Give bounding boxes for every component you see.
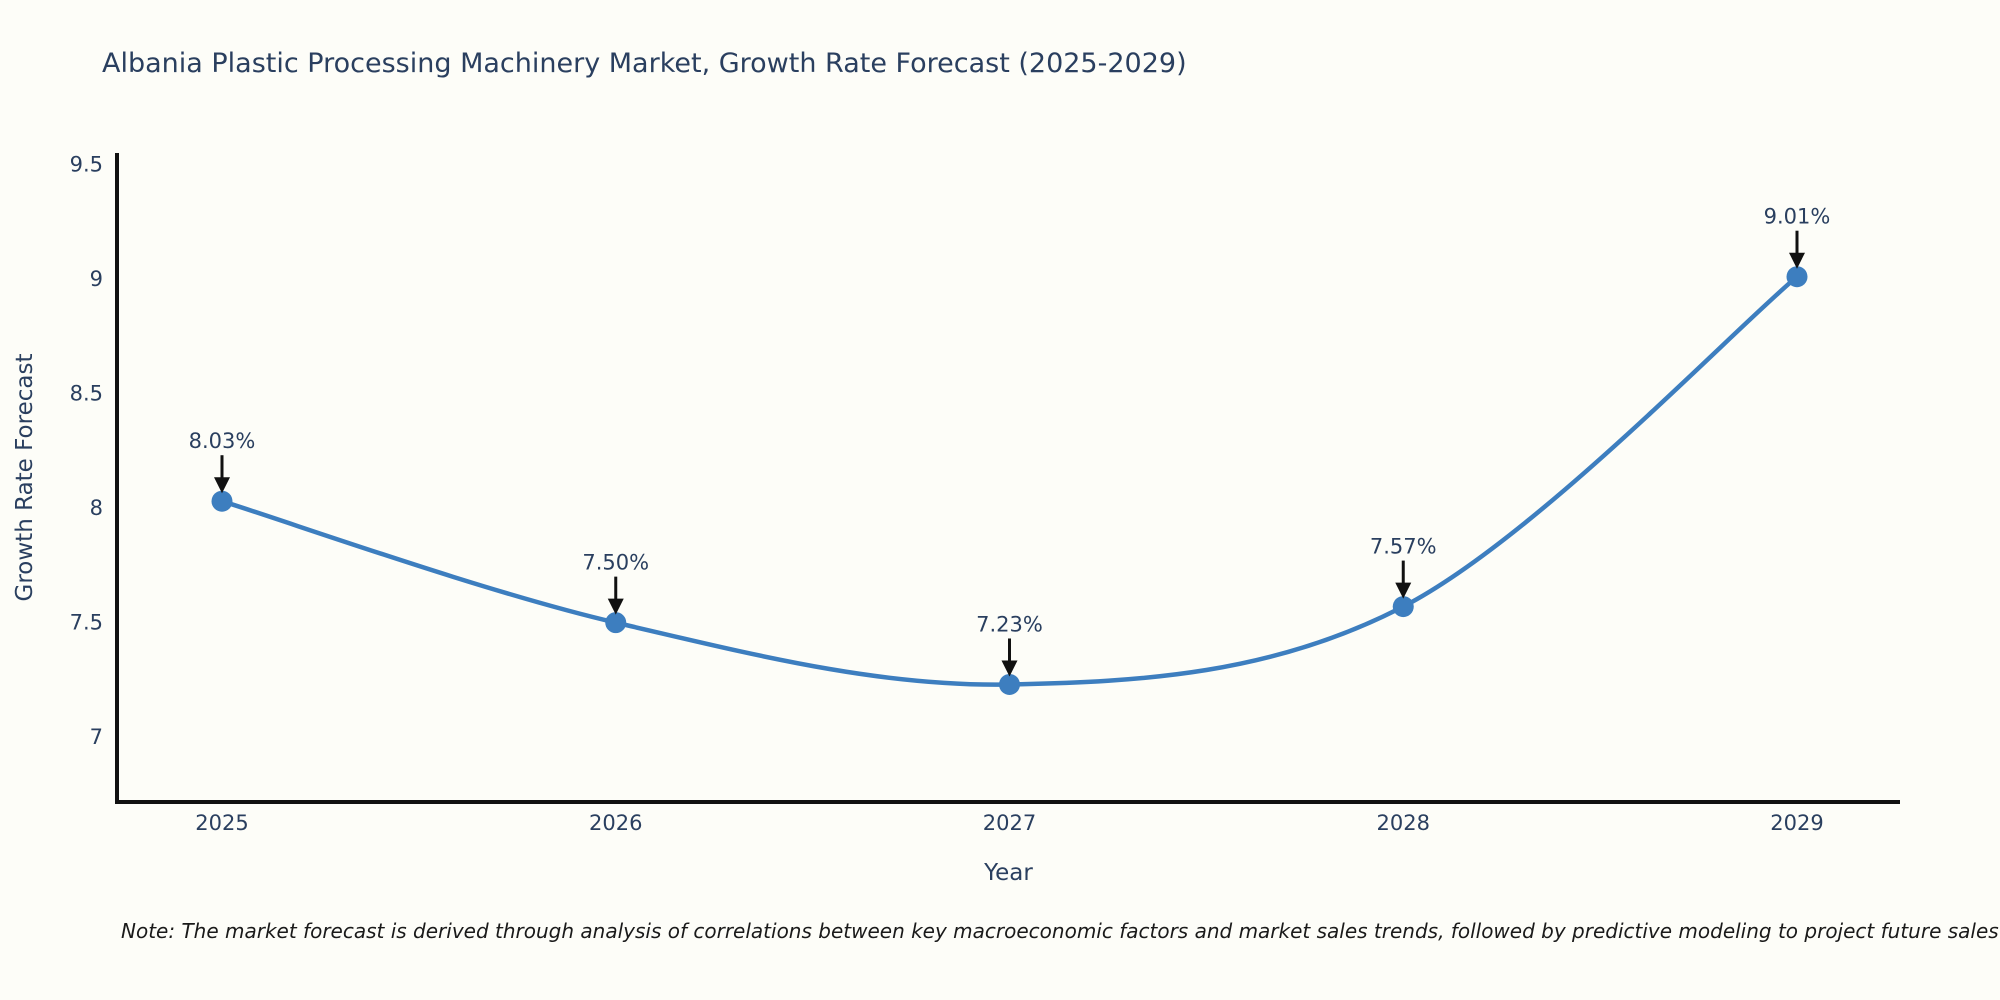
y-axis-title: Growth Rate Forecast — [12, 354, 38, 602]
data-point-marker[interactable] — [605, 612, 627, 634]
data-point-marker[interactable] — [1392, 596, 1414, 618]
y-tick-label: 8 — [90, 496, 103, 520]
data-point-label: 8.03% — [189, 429, 256, 453]
y-tick-label: 7 — [90, 725, 103, 749]
y-tick-label: 9 — [90, 267, 103, 291]
chart-title: Albania Plastic Processing Machinery Mar… — [102, 48, 1187, 79]
annotation-arrowhead-icon — [1001, 660, 1018, 677]
data-point-label: 7.50% — [582, 551, 649, 575]
annotation-arrowhead-icon — [1395, 582, 1412, 599]
y-tick-label: 8.5 — [70, 382, 103, 406]
x-tick-label: 2027 — [983, 811, 1036, 835]
data-point-label: 9.01% — [1764, 205, 1831, 229]
x-tick-label: 2029 — [1770, 811, 1823, 835]
y-tick-label: 9.5 — [70, 152, 103, 176]
annotation-arrowhead-icon — [214, 477, 230, 494]
footnote: Note: The market forecast is derived thr… — [121, 919, 1999, 943]
data-point-marker[interactable] — [211, 490, 233, 512]
x-tick-label: 2026 — [589, 811, 642, 835]
data-point-marker[interactable] — [1786, 266, 1808, 288]
y-tick-label: 7.5 — [70, 611, 103, 635]
x-axis-title: Year — [983, 860, 1033, 886]
x-tick-label: 2025 — [195, 811, 248, 835]
x-tick-label: 2028 — [1377, 811, 1430, 835]
annotation-arrowhead-icon — [1789, 252, 1805, 269]
data-point-marker[interactable] — [999, 673, 1020, 695]
annotation-arrowhead-icon — [607, 598, 624, 615]
data-point-label: 7.57% — [1370, 535, 1437, 559]
data-point-label: 7.23% — [976, 612, 1043, 636]
